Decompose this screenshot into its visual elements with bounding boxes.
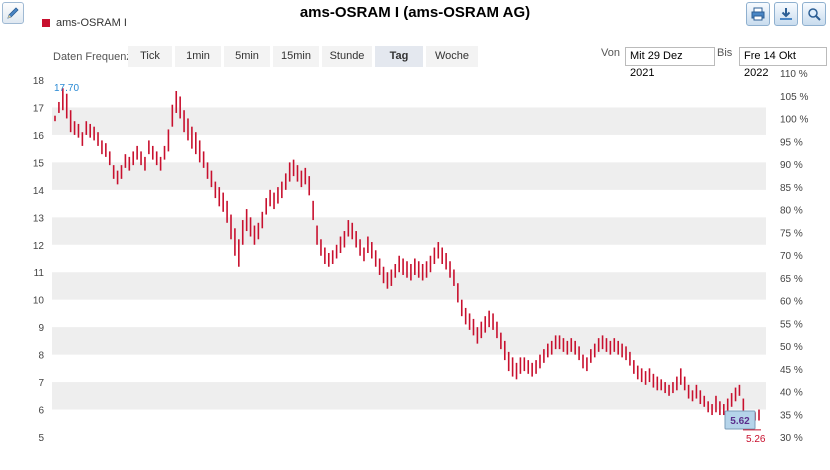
frequency-label: Daten Frequenz: [53, 51, 132, 63]
y-right-tick-label: 65 %: [780, 274, 803, 285]
current-value-label: 5.62: [730, 416, 750, 427]
price-series: [54, 88, 760, 427]
annotations: 17.70 5.62 5.26: [54, 83, 766, 445]
from-date-input[interactable]: Mit 29 Dez 2021: [625, 47, 715, 79]
edit-icon: [7, 7, 19, 19]
current-value-box: [724, 410, 756, 430]
y-right-tick-label: 100 %: [780, 115, 808, 126]
frequency-buttons: Tick 1min 5min 15min Stunde Tag Woche: [128, 46, 478, 67]
y-right-tick-label: 35 %: [780, 410, 803, 421]
download-button[interactable]: [774, 2, 798, 26]
y-right-tick-label: 50 %: [780, 342, 803, 353]
y-right-tick-label: 30 %: [780, 433, 803, 444]
y-right-tick-label: 110 %: [780, 69, 808, 80]
chart-title: ams-OSRAM I (ams-OSRAM AG): [299, 4, 531, 21]
y-tick-label: 7: [38, 378, 44, 389]
y-tick-label: 11: [34, 268, 45, 279]
legend-label: ams-OSRAM I: [56, 17, 127, 29]
from-label: Von: [601, 47, 620, 59]
y-right-tick-label: 85 %: [780, 183, 803, 194]
frequency-stunde[interactable]: Stunde: [322, 46, 372, 67]
y-right-tick-label: 75 %: [780, 228, 803, 239]
y-tick-label: 6: [38, 406, 44, 417]
y-tick-label: 12: [33, 241, 45, 252]
y-right-tick-label: 45 %: [780, 365, 803, 376]
y-right-tick-label: 90 %: [780, 160, 803, 171]
grid-band: [52, 162, 766, 190]
y-right-tick-label: 80 %: [780, 206, 803, 217]
y-tick-label: 10: [33, 296, 45, 307]
y-tick-label: 8: [38, 351, 44, 362]
grid-band: [52, 217, 766, 245]
zoom-icon: [808, 8, 821, 21]
download-icon: [780, 8, 792, 20]
grid-band: [52, 272, 766, 300]
y-tick-label: 16: [33, 131, 45, 142]
grid-band: [52, 327, 766, 355]
frequency-5min[interactable]: 5min: [224, 46, 270, 67]
grid-band: [52, 382, 766, 410]
y-right-tick-label: 95 %: [780, 137, 803, 148]
grid-bands: [52, 107, 766, 410]
toolbar: [746, 2, 826, 26]
frequency-tag[interactable]: Tag: [375, 46, 423, 67]
edit-button[interactable]: [2, 2, 24, 24]
frequency-15min[interactable]: 15min: [273, 46, 319, 67]
frequency-woche[interactable]: Woche: [426, 46, 478, 67]
y-right-tick-label: 40 %: [780, 388, 803, 399]
print-icon: [751, 7, 765, 21]
y-right-tick-label: 105 %: [780, 92, 808, 103]
y-axis-right: 30 % 35 % 40 % 45 % 50 % 55 % 60 % 65 % 70 % 75 %…: [780, 69, 808, 444]
y-right-tick-label: 55 %: [780, 319, 803, 330]
y-tick-label: 18: [33, 76, 45, 87]
frequency-1min[interactable]: 1min: [175, 46, 221, 67]
y-tick-label: 13: [33, 213, 45, 224]
zoom-button[interactable]: [802, 2, 826, 26]
y-axis-left: 5 6 7 8 9 10 11 12 13 14 15 16 17 18: [33, 76, 45, 444]
y-tick-label: 14: [33, 186, 45, 197]
y-tick-label: 9: [38, 323, 44, 334]
y-tick-label: 17: [33, 103, 45, 114]
y-right-tick-label: 70 %: [780, 251, 803, 262]
y-tick-label: 5: [38, 433, 44, 444]
y-right-tick-label: 60 %: [780, 297, 803, 308]
to-label: Bis: [717, 47, 733, 59]
print-button[interactable]: [746, 2, 770, 26]
low-value-label: 5.26: [746, 434, 766, 445]
y-tick-label: 15: [33, 158, 45, 169]
grid-band: [52, 107, 766, 135]
frequency-tick[interactable]: Tick: [128, 46, 172, 67]
legend-swatch: [42, 19, 50, 27]
legend: ams-OSRAM I: [42, 17, 127, 29]
to-date-input[interactable]: Fre 14 Okt 2022: [739, 47, 827, 79]
high-value-label: 17.70: [54, 83, 79, 94]
